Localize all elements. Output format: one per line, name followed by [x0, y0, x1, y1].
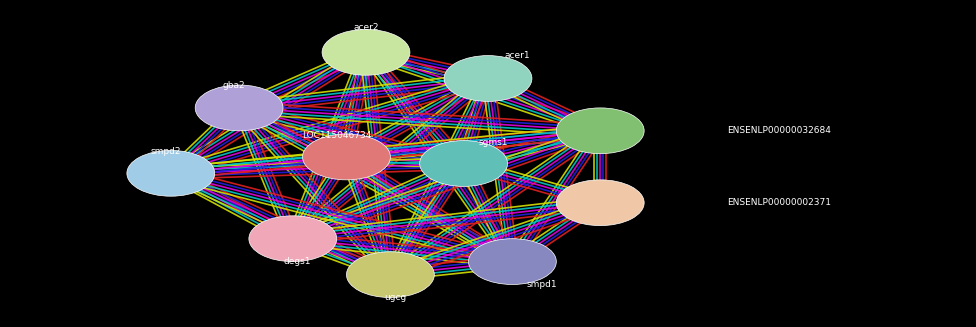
Ellipse shape — [127, 150, 215, 196]
Ellipse shape — [420, 141, 508, 186]
Ellipse shape — [468, 239, 556, 284]
Text: sgms1: sgms1 — [478, 138, 508, 147]
Text: ugcg: ugcg — [385, 293, 406, 302]
Ellipse shape — [195, 85, 283, 131]
Ellipse shape — [249, 216, 337, 262]
Ellipse shape — [556, 180, 644, 226]
Text: ENSENLP00000032684: ENSENLP00000032684 — [727, 126, 831, 135]
Text: acer1: acer1 — [505, 51, 530, 60]
Text: LOC115046734: LOC115046734 — [302, 131, 372, 140]
Ellipse shape — [303, 134, 390, 180]
Text: ENSENLP00000002371: ENSENLP00000002371 — [727, 198, 832, 207]
Ellipse shape — [556, 108, 644, 154]
Text: degs1: degs1 — [284, 257, 311, 266]
Text: smpd2: smpd2 — [150, 146, 182, 156]
Ellipse shape — [322, 29, 410, 75]
Ellipse shape — [444, 56, 532, 101]
Text: smpd1: smpd1 — [526, 280, 557, 289]
Text: gba2: gba2 — [223, 80, 246, 90]
Text: acer2: acer2 — [353, 23, 379, 32]
Ellipse shape — [346, 252, 434, 298]
